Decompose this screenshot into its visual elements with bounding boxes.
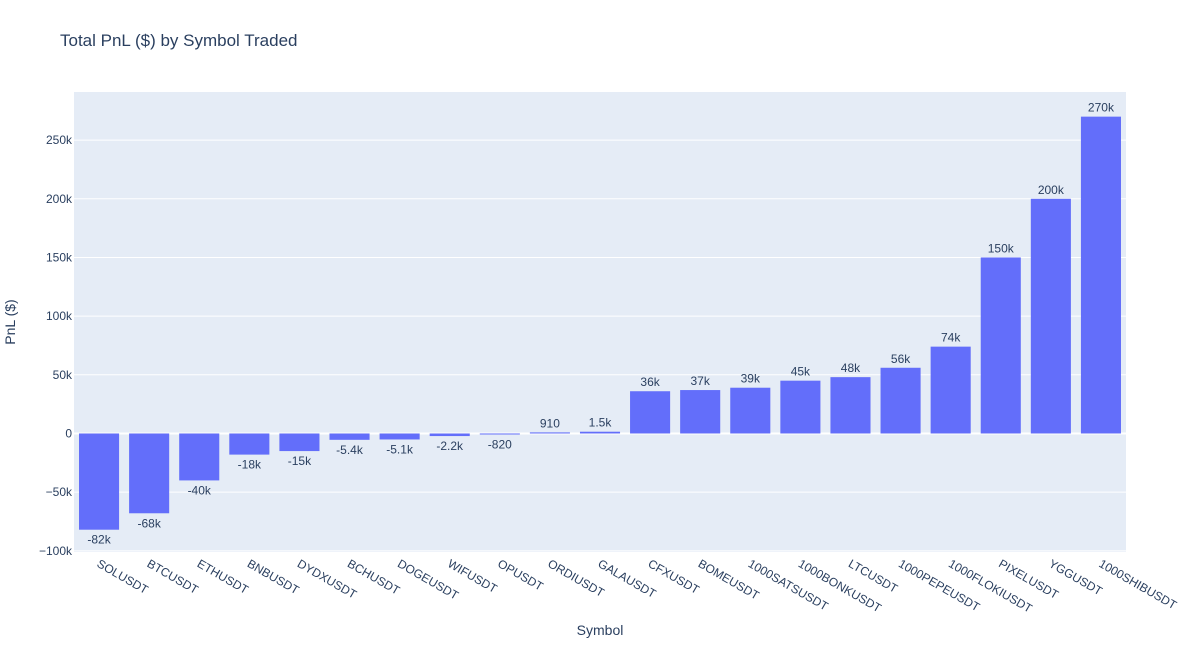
data-label-galausdt: 1.5k xyxy=(589,416,613,430)
data-label-ethusdt: -40k xyxy=(188,483,212,497)
data-label-cfxusdt: 36k xyxy=(640,375,660,389)
data-label-ltcusdt: 48k xyxy=(841,361,861,375)
data-label-1000satsusdt: 39k xyxy=(741,372,761,386)
y-tick-label: 50k xyxy=(53,368,73,382)
y-axis-ticks: −100k −50k 0 50k 100k 150k 200k 250k xyxy=(39,133,73,558)
bar-cfxusdt[interactable] xyxy=(630,391,671,434)
data-label-dydxusdt: -15k xyxy=(288,454,312,468)
x-tick-label-solusdt: SOLUSDT xyxy=(95,556,152,597)
y-tick-label: 100k xyxy=(46,309,73,323)
bar-pixelusdt[interactable] xyxy=(980,257,1021,434)
data-label-solusdt: -82k xyxy=(87,533,111,547)
bars xyxy=(79,116,1121,530)
bar-galausdt[interactable] xyxy=(579,431,621,434)
x-tick-label-1000flokiusdt: 1000FLOKIUSDT xyxy=(946,556,1035,615)
bar-1000flokiusdt[interactable] xyxy=(930,346,971,434)
data-label-pixelusdt: 150k xyxy=(988,241,1015,255)
data-label-1000bonkusdt: 45k xyxy=(791,365,811,379)
x-tick-label-ethusdt: ETHUSDT xyxy=(195,556,252,597)
x-tick-label-btcusdt: BTCUSDT xyxy=(145,556,202,597)
x-tick-label-1000bonkusdt: 1000BONKUSDT xyxy=(796,556,884,615)
bar-solusdt[interactable] xyxy=(79,433,120,530)
data-label-bomeusdt: 37k xyxy=(691,374,711,388)
bar-btcusdt[interactable] xyxy=(129,433,170,514)
bar-bnbusdt[interactable] xyxy=(229,433,270,455)
x-axis-title: Symbol xyxy=(577,622,624,638)
bar-dydxusdt[interactable] xyxy=(279,433,320,452)
plot-area xyxy=(74,92,1126,552)
x-tick-label-bnbusdt: BNBUSDT xyxy=(245,556,302,597)
y-tick-label: 0 xyxy=(65,426,72,440)
bar-ordiusdt[interactable] xyxy=(529,432,570,434)
bar-1000satsusdt[interactable] xyxy=(730,387,771,434)
y-tick-label: −100k xyxy=(39,544,73,558)
bar-bomeusdt[interactable] xyxy=(680,390,721,434)
data-label-wifusdt: -2.2k xyxy=(436,439,464,453)
bar-ethusdt[interactable] xyxy=(179,433,220,481)
chart-title: Total PnL ($) by Symbol Traded xyxy=(60,31,298,50)
data-label-ordiusdt: 910 xyxy=(540,416,560,430)
y-tick-label: 150k xyxy=(46,250,73,264)
y-tick-label: −50k xyxy=(46,485,73,499)
bar-1000bonkusdt[interactable] xyxy=(780,380,821,434)
bar-wifusdt[interactable] xyxy=(429,433,470,437)
data-label-bnbusdt: -18k xyxy=(238,458,262,472)
bar-1000shibusdt[interactable] xyxy=(1080,116,1121,434)
data-label-opusdt: -820 xyxy=(488,437,512,451)
bar-ltcusdt[interactable] xyxy=(830,377,871,434)
x-axis-ticks: SOLUSDTBTCUSDTETHUSDTBNBUSDTDYDXUSDTBCHU… xyxy=(95,556,1180,615)
bar-opusdt[interactable] xyxy=(479,433,520,435)
bar-yggusdt[interactable] xyxy=(1030,198,1071,434)
data-label-yggusdt: 200k xyxy=(1038,183,1065,197)
data-labels: -82k -68k -40k -18k -15k -5.4k -5.1k -2.2k -820 9… xyxy=(87,101,1115,547)
data-label-1000shibusdt: 270k xyxy=(1088,101,1115,115)
data-label-1000pepeusdt: 56k xyxy=(891,352,911,366)
data-label-btcusdt: -68k xyxy=(137,516,161,530)
y-tick-label: 250k xyxy=(46,133,73,147)
y-axis-title: PnL ($) xyxy=(2,299,18,344)
bar-dogeusdt[interactable] xyxy=(379,433,420,440)
bar-1000pepeusdt[interactable] xyxy=(880,367,921,434)
data-label-1000flokiusdt: 74k xyxy=(941,331,961,345)
data-label-dogeusdt: -5.1k xyxy=(386,442,414,456)
data-label-bchusdt: -5.4k xyxy=(336,443,364,457)
y-tick-label: 200k xyxy=(46,192,73,206)
x-tick-label-1000shibusdt: 1000SHIBUSDT xyxy=(1096,556,1179,612)
x-tick-label-opusdt: OPUSDT xyxy=(495,556,546,593)
bar-bchusdt[interactable] xyxy=(329,433,370,440)
